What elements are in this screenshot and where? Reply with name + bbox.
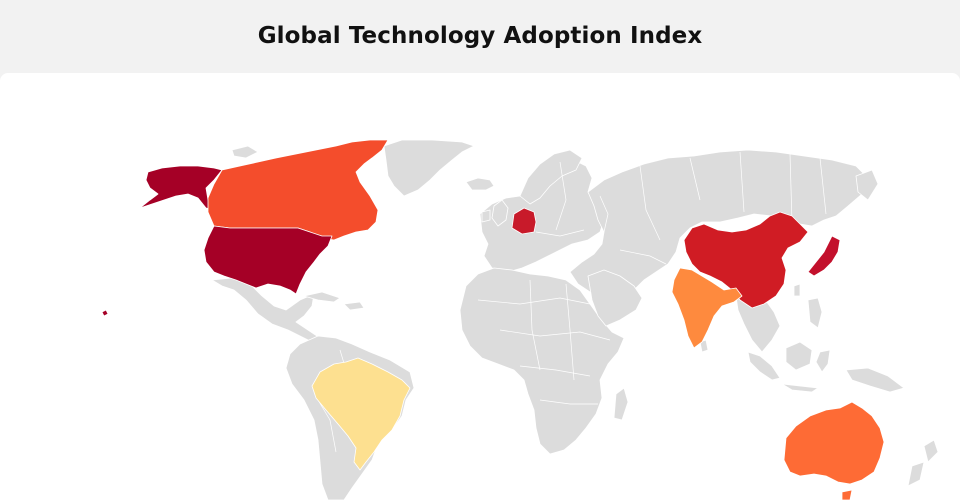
sumatra[interactable]: [747, 351, 781, 381]
highlighted-countries: [101, 139, 885, 500]
java[interactable]: [781, 383, 819, 393]
country-china[interactable]: [683, 211, 809, 309]
new-guinea[interactable]: [845, 367, 905, 393]
philippines[interactable]: [807, 297, 823, 329]
hispaniola[interactable]: [343, 301, 365, 311]
country-india[interactable]: [671, 267, 743, 349]
page-title: Global Technology Adoption Index: [257, 23, 703, 49]
ireland[interactable]: [481, 209, 491, 223]
sri-lanka[interactable]: [699, 339, 709, 353]
new-zealand-south[interactable]: [907, 461, 925, 487]
country-alaska[interactable]: [139, 165, 223, 211]
country-germany[interactable]: [511, 207, 537, 235]
iceland[interactable]: [465, 177, 495, 191]
taiwan[interactable]: [793, 283, 801, 297]
sulawesi[interactable]: [815, 349, 831, 373]
mexico-central-america[interactable]: [211, 277, 333, 351]
country-usa-hawaii[interactable]: [101, 309, 109, 317]
country-brazil[interactable]: [311, 357, 411, 471]
base-border-lines: [317, 151, 827, 453]
cuba[interactable]: [303, 291, 341, 303]
scandinavia[interactable]: [519, 149, 583, 205]
borneo[interactable]: [785, 341, 813, 371]
world-map[interactable]: [0, 73, 960, 500]
header: Global Technology Adoption Index: [0, 0, 960, 74]
country-australia-tasmania[interactable]: [841, 489, 853, 500]
africa[interactable]: [459, 267, 625, 455]
kamchatka[interactable]: [855, 169, 879, 201]
madagascar[interactable]: [613, 387, 629, 421]
arctic-island[interactable]: [231, 145, 259, 159]
map-panel: [0, 73, 960, 500]
greenland[interactable]: [383, 139, 475, 197]
country-japan[interactable]: [807, 235, 841, 277]
asia[interactable]: [569, 149, 869, 305]
country-usa[interactable]: [203, 225, 333, 295]
united-kingdom[interactable]: [491, 199, 509, 227]
country-australia[interactable]: [783, 401, 885, 485]
new-zealand[interactable]: [923, 439, 939, 463]
arabian-peninsula[interactable]: [587, 269, 643, 327]
